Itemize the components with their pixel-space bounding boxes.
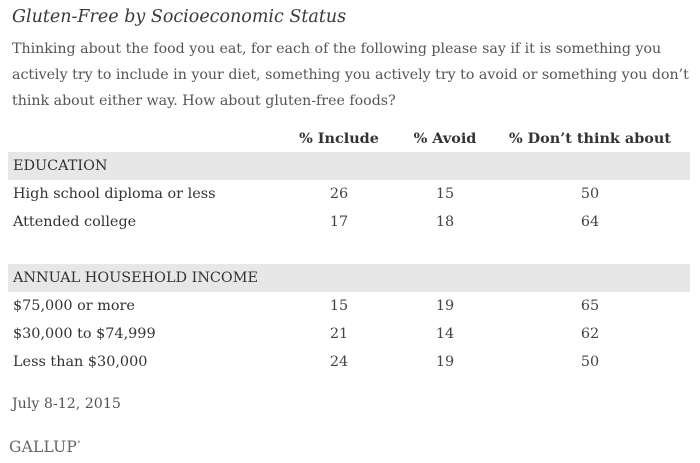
gallup-logo: GALLUP° — [9, 438, 81, 456]
row-label: Attended college — [13, 214, 137, 230]
column-header: % Avoid — [413, 129, 477, 147]
table-row: High school diploma or less 26 15 50 — [8, 180, 690, 208]
table-row: $75,000 or more 15 19 65 — [8, 292, 690, 320]
data-cell: 19 — [435, 298, 455, 314]
data-cell: 26 — [329, 186, 349, 202]
data-cell: 17 — [329, 214, 349, 230]
row-label: Less than $30,000 — [13, 354, 148, 370]
section-heading: EDUCATION — [8, 152, 278, 180]
row-label: $75,000 or more — [13, 298, 135, 314]
data-cell: 15 — [329, 298, 349, 314]
header-row: % Include % Avoid % Don’t think about — [8, 124, 690, 152]
table-row: Less than $30,000 24 19 50 — [8, 348, 690, 376]
data-cell: 21 — [329, 326, 349, 342]
data-cell: 24 — [329, 354, 349, 370]
trademark-mark: ° — [77, 439, 81, 448]
section-row: EDUCATION — [8, 152, 690, 180]
column-header: % Don’t think about — [508, 129, 671, 147]
data-cell: 65 — [580, 298, 600, 314]
data-cell: 50 — [580, 186, 600, 202]
chart-subtitle: Thinking about the food you eat, for eac… — [12, 41, 689, 109]
data-cell: 64 — [580, 214, 600, 230]
data-cell: 18 — [435, 214, 455, 230]
row-label: High school diploma or less — [13, 186, 216, 202]
chart-title: Gluten-Free by Socioeconomic Status — [12, 7, 347, 27]
table-row: $30,000 to $74,999 21 14 62 — [8, 320, 690, 348]
logo-text: GALLUP — [9, 438, 78, 456]
data-cell: 19 — [435, 354, 455, 370]
data-cell: 50 — [580, 354, 600, 370]
data-table: % Include % Avoid % Don’t think about ED… — [8, 124, 690, 376]
corner-cell — [8, 124, 278, 152]
row-label: $30,000 to $74,999 — [13, 326, 156, 342]
spacer-row — [8, 236, 690, 264]
data-cell: 62 — [580, 326, 600, 342]
column-header: % Include — [299, 129, 379, 147]
data-cell: 14 — [435, 326, 455, 342]
data-cell: 15 — [435, 186, 455, 202]
survey-date: July 8-12, 2015 — [12, 396, 121, 412]
table-row: Attended college 17 18 64 — [8, 208, 690, 236]
section-heading: ANNUAL HOUSEHOLD INCOME — [8, 264, 278, 292]
section-row: ANNUAL HOUSEHOLD INCOME — [8, 264, 690, 292]
